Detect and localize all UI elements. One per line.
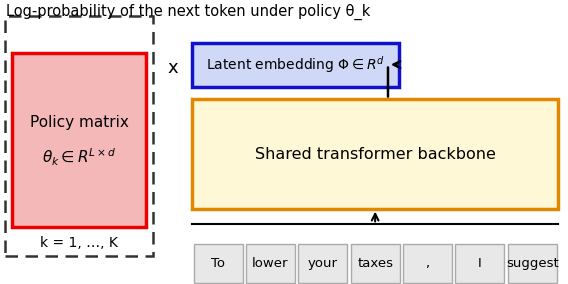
Bar <box>194 244 243 283</box>
Bar <box>508 244 557 283</box>
Bar <box>192 43 399 87</box>
Text: ,: , <box>425 257 429 270</box>
Text: I: I <box>478 257 482 270</box>
Text: Latent embedding $\Phi \in R^d$: Latent embedding $\Phi \in R^d$ <box>206 54 385 75</box>
Bar <box>12 53 146 227</box>
Text: k = 1, …, K: k = 1, …, K <box>40 237 118 250</box>
Bar <box>456 244 504 283</box>
Bar <box>298 244 347 283</box>
Bar <box>350 244 400 283</box>
Bar <box>403 244 452 283</box>
Text: Policy matrix: Policy matrix <box>30 115 129 130</box>
Bar <box>246 244 295 283</box>
Text: Shared transformer backbone: Shared transformer backbone <box>254 147 496 162</box>
Bar <box>5 16 153 256</box>
Text: lower: lower <box>252 257 289 270</box>
Text: suggest: suggest <box>506 257 558 270</box>
Bar <box>192 99 558 209</box>
Text: your: your <box>308 257 338 270</box>
Text: Log-probability of the next token under policy θ_k: Log-probability of the next token under … <box>6 4 370 20</box>
Text: x: x <box>168 59 178 77</box>
Text: $\theta_k \in R^{L \times d}$: $\theta_k \in R^{L \times d}$ <box>42 146 116 168</box>
Text: taxes: taxes <box>357 257 393 270</box>
Text: To: To <box>211 257 225 270</box>
